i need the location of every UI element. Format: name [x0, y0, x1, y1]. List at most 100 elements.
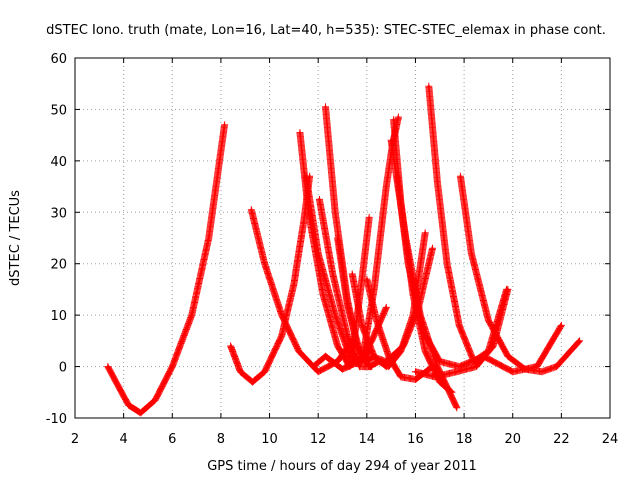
- data-point: [346, 365, 349, 368]
- data-point: [475, 365, 478, 368]
- data-point: [458, 365, 461, 368]
- data-point: [427, 85, 431, 88]
- data-point: [229, 344, 232, 348]
- data-point: [492, 344, 495, 348]
- data-point: [455, 370, 458, 373]
- data-point: [406, 262, 410, 265]
- data-point: [399, 375, 403, 379]
- data-point: [438, 380, 441, 384]
- data-point: [346, 334, 349, 337]
- data-point: [436, 365, 439, 368]
- data-point: [458, 324, 461, 327]
- data-point: [368, 365, 371, 368]
- data-point: [190, 313, 193, 317]
- data-point: [414, 370, 417, 373]
- data-point: [535, 365, 539, 368]
- data-point: [421, 329, 424, 332]
- data-point: [318, 198, 321, 201]
- data-point: [578, 339, 581, 343]
- data-point: [459, 175, 462, 178]
- data-point: [139, 411, 142, 415]
- data-point: [117, 385, 120, 389]
- data-point: [292, 283, 296, 286]
- y-tick-label: 60: [50, 52, 67, 67]
- series-pass: [104, 121, 229, 417]
- data-point: [316, 252, 320, 255]
- data-point: [370, 355, 373, 358]
- data-point: [560, 324, 563, 327]
- data-point: [280, 334, 283, 337]
- data-point: [298, 131, 302, 134]
- data-point: [438, 360, 441, 363]
- plot-frame: [74, 57, 611, 419]
- y-tick-label: -10: [46, 412, 67, 427]
- data-point: [239, 370, 242, 373]
- data-point: [506, 355, 510, 358]
- data-point: [470, 252, 473, 255]
- data-point: [368, 216, 371, 219]
- x-tick-label: 2: [71, 432, 79, 447]
- data-point: [506, 288, 510, 291]
- data-point: [331, 272, 334, 276]
- data-point: [387, 365, 390, 368]
- data-point: [341, 367, 344, 371]
- y-tick-label: 10: [50, 309, 67, 324]
- data-point: [385, 306, 388, 309]
- data-point: [334, 211, 337, 214]
- series-pass: [368, 244, 436, 365]
- data-point: [324, 355, 327, 358]
- data-point: [523, 367, 527, 371]
- data-point: [321, 293, 325, 296]
- y-tick-label: 0: [59, 361, 67, 376]
- x-tick-label: 12: [310, 432, 327, 447]
- data-point: [127, 403, 130, 407]
- x-tick-label: 6: [168, 432, 176, 447]
- series-pass: [456, 172, 584, 376]
- data-point: [423, 231, 427, 235]
- data-point: [334, 313, 337, 317]
- data-point: [358, 349, 361, 353]
- data-point: [455, 406, 458, 409]
- data-point: [540, 370, 544, 373]
- data-point: [365, 277, 369, 281]
- series-pass: [315, 195, 376, 371]
- data-point: [312, 365, 315, 368]
- data-point: [304, 175, 308, 178]
- data-point: [423, 349, 427, 353]
- chart-title: dSTEC Iono. truth (mate, Lon=16, Lat=40,…: [46, 23, 606, 38]
- data-point: [171, 365, 174, 368]
- data-point: [511, 370, 514, 373]
- x-tick-label: 18: [456, 432, 473, 447]
- series-pass: [247, 206, 356, 376]
- data-point: [392, 118, 395, 121]
- data-point: [416, 308, 420, 312]
- data-point: [372, 288, 376, 291]
- data-point: [280, 313, 283, 317]
- data-point: [402, 344, 405, 348]
- series-pass: [412, 285, 512, 381]
- x-tick-label: 16: [407, 432, 424, 447]
- data-point: [297, 349, 300, 353]
- data-point: [360, 360, 364, 363]
- data-point: [414, 378, 417, 381]
- data-point: [346, 303, 349, 307]
- data-point: [207, 236, 210, 240]
- data-point: [308, 175, 311, 178]
- data-point: [263, 262, 266, 265]
- data-point: [385, 185, 388, 188]
- data-point: [445, 262, 449, 265]
- data-point: [351, 272, 354, 276]
- y-axis-label: dSTEC / TECUs: [8, 190, 23, 286]
- data-point: [360, 277, 364, 281]
- x-axis-label: GPS time / hours of day 294 of year 2011: [207, 459, 477, 474]
- data-point: [487, 319, 490, 322]
- x-tick-label: 20: [504, 432, 521, 447]
- data-point: [389, 139, 393, 142]
- data-point: [472, 360, 476, 363]
- data-point: [433, 375, 437, 379]
- x-tick-label: 10: [261, 432, 278, 447]
- data-point: [370, 339, 373, 343]
